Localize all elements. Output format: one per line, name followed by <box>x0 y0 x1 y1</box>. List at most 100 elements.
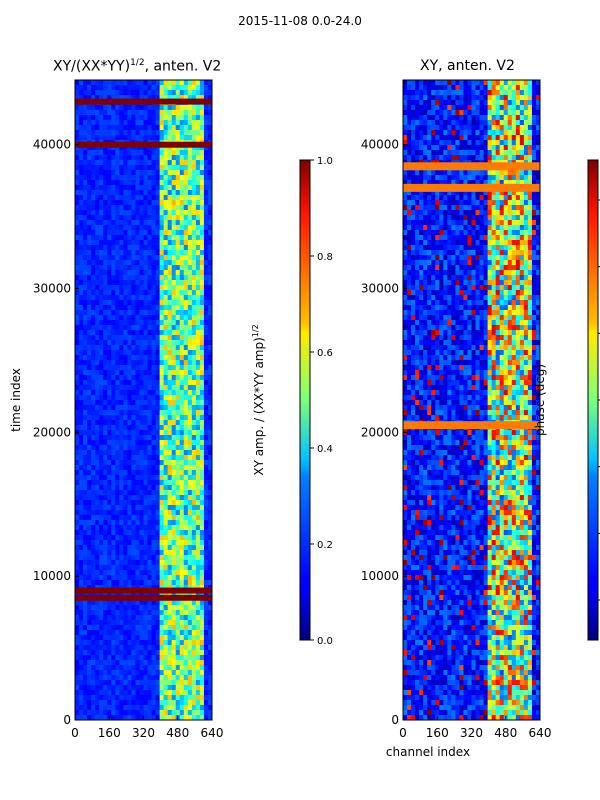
heatmap-cell <box>103 635 108 641</box>
heatmap-cell <box>163 200 169 206</box>
heatmap-cell <box>151 475 156 481</box>
heatmap-cell <box>79 570 84 576</box>
heatmap-cell <box>143 160 148 166</box>
heatmap-cell <box>523 130 529 136</box>
heatmap-cell <box>115 275 120 281</box>
heatmap-cell <box>183 690 189 696</box>
heatmap-cell <box>451 105 456 111</box>
heatmap-cell <box>203 700 209 706</box>
heatmap-cell <box>127 700 132 706</box>
heatmap-cell <box>527 100 533 106</box>
heatmap-cell <box>207 385 213 391</box>
heatmap-cell <box>131 225 136 231</box>
heatmap-cell <box>115 660 120 666</box>
heatmap-cell <box>163 185 169 191</box>
heatmap-cell <box>115 220 120 226</box>
heatmap-cell <box>171 545 177 551</box>
heatmap-cell <box>135 440 140 446</box>
heatmap-cell <box>135 215 140 221</box>
heatmap-cell <box>431 100 436 106</box>
heatmap-cell <box>507 150 513 156</box>
heatmap-cell <box>191 580 197 586</box>
heatmap-cell <box>175 620 181 626</box>
heatmap-cell <box>75 635 80 641</box>
heatmap-cell <box>155 275 161 281</box>
heatmap-cell <box>95 710 100 716</box>
heatmap-cell <box>151 180 156 186</box>
heatmap-cell <box>455 130 460 136</box>
heatmap-cell <box>439 145 444 151</box>
heatmap-cell <box>183 575 189 581</box>
heatmap-cell <box>103 515 108 521</box>
heatmap-cell <box>107 455 112 461</box>
heatmap-cell <box>435 95 440 101</box>
heatmap-cell <box>159 205 165 211</box>
heatmap-cell <box>103 475 108 481</box>
heatmap-cell <box>183 345 189 351</box>
heatmap-cell <box>103 440 108 446</box>
heatmap-cell <box>139 390 144 396</box>
heatmap-cell <box>83 685 88 691</box>
heatmap-cell <box>139 635 144 641</box>
heatmap-cell <box>123 600 128 606</box>
heatmap-cell <box>107 690 112 696</box>
heatmap-cell <box>159 210 165 216</box>
heatmap-cell <box>167 710 173 716</box>
heatmap-cell <box>135 400 140 406</box>
heatmap-cell <box>147 340 152 346</box>
heatmap-cell <box>95 225 100 231</box>
heatmap-cell <box>151 170 156 176</box>
heatmap-cell <box>91 510 96 516</box>
heatmap-cell <box>135 675 140 681</box>
heatmap-cell <box>91 450 96 456</box>
heatmap-cell <box>159 395 165 401</box>
heatmap-cell <box>91 520 96 526</box>
heatmap-cell <box>87 290 92 296</box>
heatmap-cell <box>199 670 205 676</box>
heatmap-cell <box>139 270 144 276</box>
heatmap-cell <box>199 430 205 436</box>
heatmap-cell <box>115 570 120 576</box>
heatmap-cell <box>143 280 148 286</box>
heatmap-cell <box>207 220 213 226</box>
heatmap-cell <box>415 150 420 156</box>
heatmap-cell <box>167 620 173 626</box>
heatmap-cell <box>167 515 173 521</box>
heatmap-cell <box>119 440 124 446</box>
heatmap-cell <box>91 315 96 321</box>
heatmap-cell <box>99 625 104 631</box>
heatmap-cell <box>207 435 213 441</box>
heatmap-cell <box>187 495 193 501</box>
heatmap-cell <box>159 450 165 456</box>
heatmap-cell <box>123 385 128 391</box>
heatmap-cell <box>151 375 156 381</box>
heatmap-cell <box>175 570 181 576</box>
heatmap-cell <box>487 95 493 101</box>
heatmap-cell <box>191 205 197 211</box>
heatmap-cell <box>195 715 201 721</box>
heatmap-cell <box>179 480 185 486</box>
heatmap-cell <box>443 105 448 111</box>
heatmap-cell <box>163 380 169 386</box>
heatmap-cell <box>75 310 80 316</box>
heatmap-cell <box>183 460 189 466</box>
heatmap-cell <box>187 440 193 446</box>
heatmap-cell <box>79 190 84 196</box>
heatmap-cell <box>151 450 156 456</box>
heatmap-cell <box>131 465 136 471</box>
heatmap-cell <box>467 80 472 86</box>
heatmap-cell <box>131 320 136 326</box>
heatmap-cell <box>151 395 156 401</box>
heatmap-cell <box>151 520 156 526</box>
heatmap-cell <box>91 295 96 301</box>
heatmap-cell <box>91 120 96 126</box>
heatmap-cell <box>179 560 185 566</box>
heatmap-cell <box>95 430 100 436</box>
heatmap-cell <box>139 365 144 371</box>
heatmap-cell <box>199 90 205 96</box>
heatmap-cell <box>195 380 201 386</box>
heatmap-cell <box>159 495 165 501</box>
heatmap-cell <box>111 275 116 281</box>
heatmap-cell <box>111 475 116 481</box>
heatmap-cell <box>95 605 100 611</box>
